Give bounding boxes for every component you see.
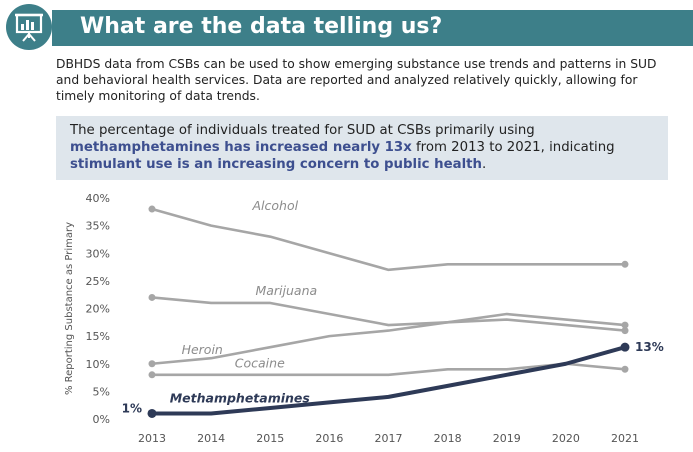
callout-highlight-1: methamphetamines has increased nearly 13… [70, 140, 412, 155]
x-tick-label: 2016 [315, 432, 343, 445]
presentation-chart-icon [6, 4, 52, 50]
x-tick-label: 2021 [611, 432, 639, 445]
data-point [148, 293, 156, 301]
series-line-alcohol [151, 207, 625, 272]
series-label: Methamphetamines [170, 390, 310, 405]
y-axis-label: % Reporting Substance as Primary [64, 222, 75, 395]
y-tick-label: 25% [86, 275, 110, 288]
y-tick-label: 15% [86, 330, 110, 343]
data-point [621, 260, 629, 268]
series-label: Marijuana [255, 283, 317, 298]
data-point [147, 408, 157, 418]
x-tick-label: 2018 [434, 432, 462, 445]
data-point [148, 205, 156, 213]
end-value-label: 13% [635, 340, 664, 354]
header: What are the data telling us? [0, 0, 693, 52]
series-line-marijuana [151, 296, 626, 332]
x-tick-label: 2019 [493, 432, 521, 445]
data-point [621, 327, 629, 335]
page-title: What are the data telling us? [80, 14, 443, 39]
data-point [621, 321, 629, 329]
data-point [148, 360, 156, 368]
y-tick-label: 40% [86, 192, 110, 205]
callout-part-3: . [482, 157, 487, 172]
series-label: Alcohol [252, 198, 299, 213]
y-tick-label: 10% [86, 358, 110, 371]
y-tick-label: 35% [86, 220, 110, 233]
series-line-heroin [151, 312, 626, 366]
x-tick-label: 2013 [138, 432, 166, 445]
series-label: Heroin [182, 342, 223, 357]
series-line-methamphetamines [152, 345, 626, 416]
y-tick-label: 20% [86, 303, 110, 316]
y-tick-label: 5% [93, 385, 110, 398]
callout-text: The percentage of individuals treated fo… [70, 122, 660, 173]
x-tick-label: 2017 [375, 432, 403, 445]
callout-part-1: The percentage of individuals treated fo… [70, 123, 535, 138]
data-point [148, 371, 156, 379]
data-point [620, 342, 630, 352]
y-tick-label: 30% [86, 247, 110, 260]
callout-highlight-2: stimulant use is an increasing concern t… [70, 157, 482, 172]
series-label: Cocaine [235, 356, 285, 371]
x-tick-label: 2020 [552, 432, 580, 445]
start-value-label: 1% [122, 401, 142, 415]
data-point [621, 365, 629, 373]
header-bar [52, 10, 693, 46]
callout-box: The percentage of individuals treated fo… [56, 116, 668, 180]
x-tick-label: 2014 [197, 432, 225, 445]
x-tick-label: 2015 [256, 432, 284, 445]
y-tick-label: 0% [93, 413, 110, 426]
line-chart: 0% 5% 10% 15% 20% 25% 30% 35% 40% 2013 2014 2015 201… [64, 192, 664, 445]
callout-part-2: from 2013 to 2021, indicating [411, 140, 615, 155]
intro-paragraph: DBHDS data from CSBs can be used to show… [56, 57, 657, 103]
